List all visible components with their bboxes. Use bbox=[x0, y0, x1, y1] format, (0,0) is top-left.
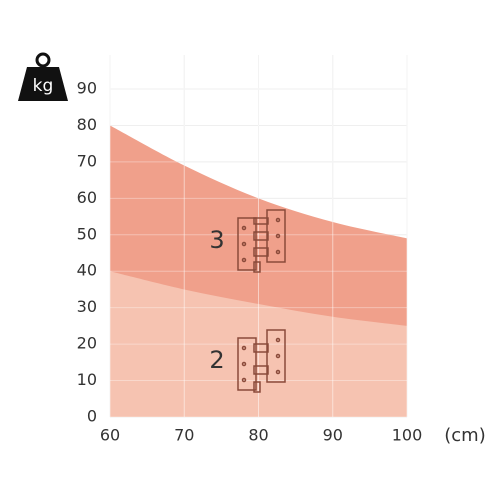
y-tick-label: 90 bbox=[77, 79, 97, 98]
x-tick-label: 70 bbox=[174, 426, 194, 445]
y-tick-label: 0 bbox=[87, 407, 97, 426]
hinge-icon bbox=[237, 209, 286, 273]
y-tick-label: 40 bbox=[77, 261, 97, 280]
y-axis-label: kg bbox=[33, 76, 54, 96]
x-axis-label: (cm) bbox=[444, 425, 485, 446]
y-tick-label: 10 bbox=[77, 370, 97, 389]
series-label: 3 bbox=[209, 226, 224, 254]
y-tick-label: 80 bbox=[77, 115, 97, 134]
x-tick-label: 60 bbox=[100, 426, 120, 445]
y-tick-label: 70 bbox=[77, 151, 97, 170]
x-tick-label: 100 bbox=[392, 426, 423, 445]
weight-icon: kg bbox=[18, 52, 68, 101]
y-tick-label: 60 bbox=[77, 188, 97, 207]
series-label: 2 bbox=[209, 346, 224, 374]
y-tick-label: 30 bbox=[77, 297, 97, 316]
hinge-icon bbox=[237, 329, 286, 393]
x-tick-label: 80 bbox=[248, 426, 268, 445]
y-tick-label: 20 bbox=[77, 334, 97, 353]
y-tick-label: 50 bbox=[77, 224, 97, 243]
x-tick-label: 90 bbox=[323, 426, 343, 445]
